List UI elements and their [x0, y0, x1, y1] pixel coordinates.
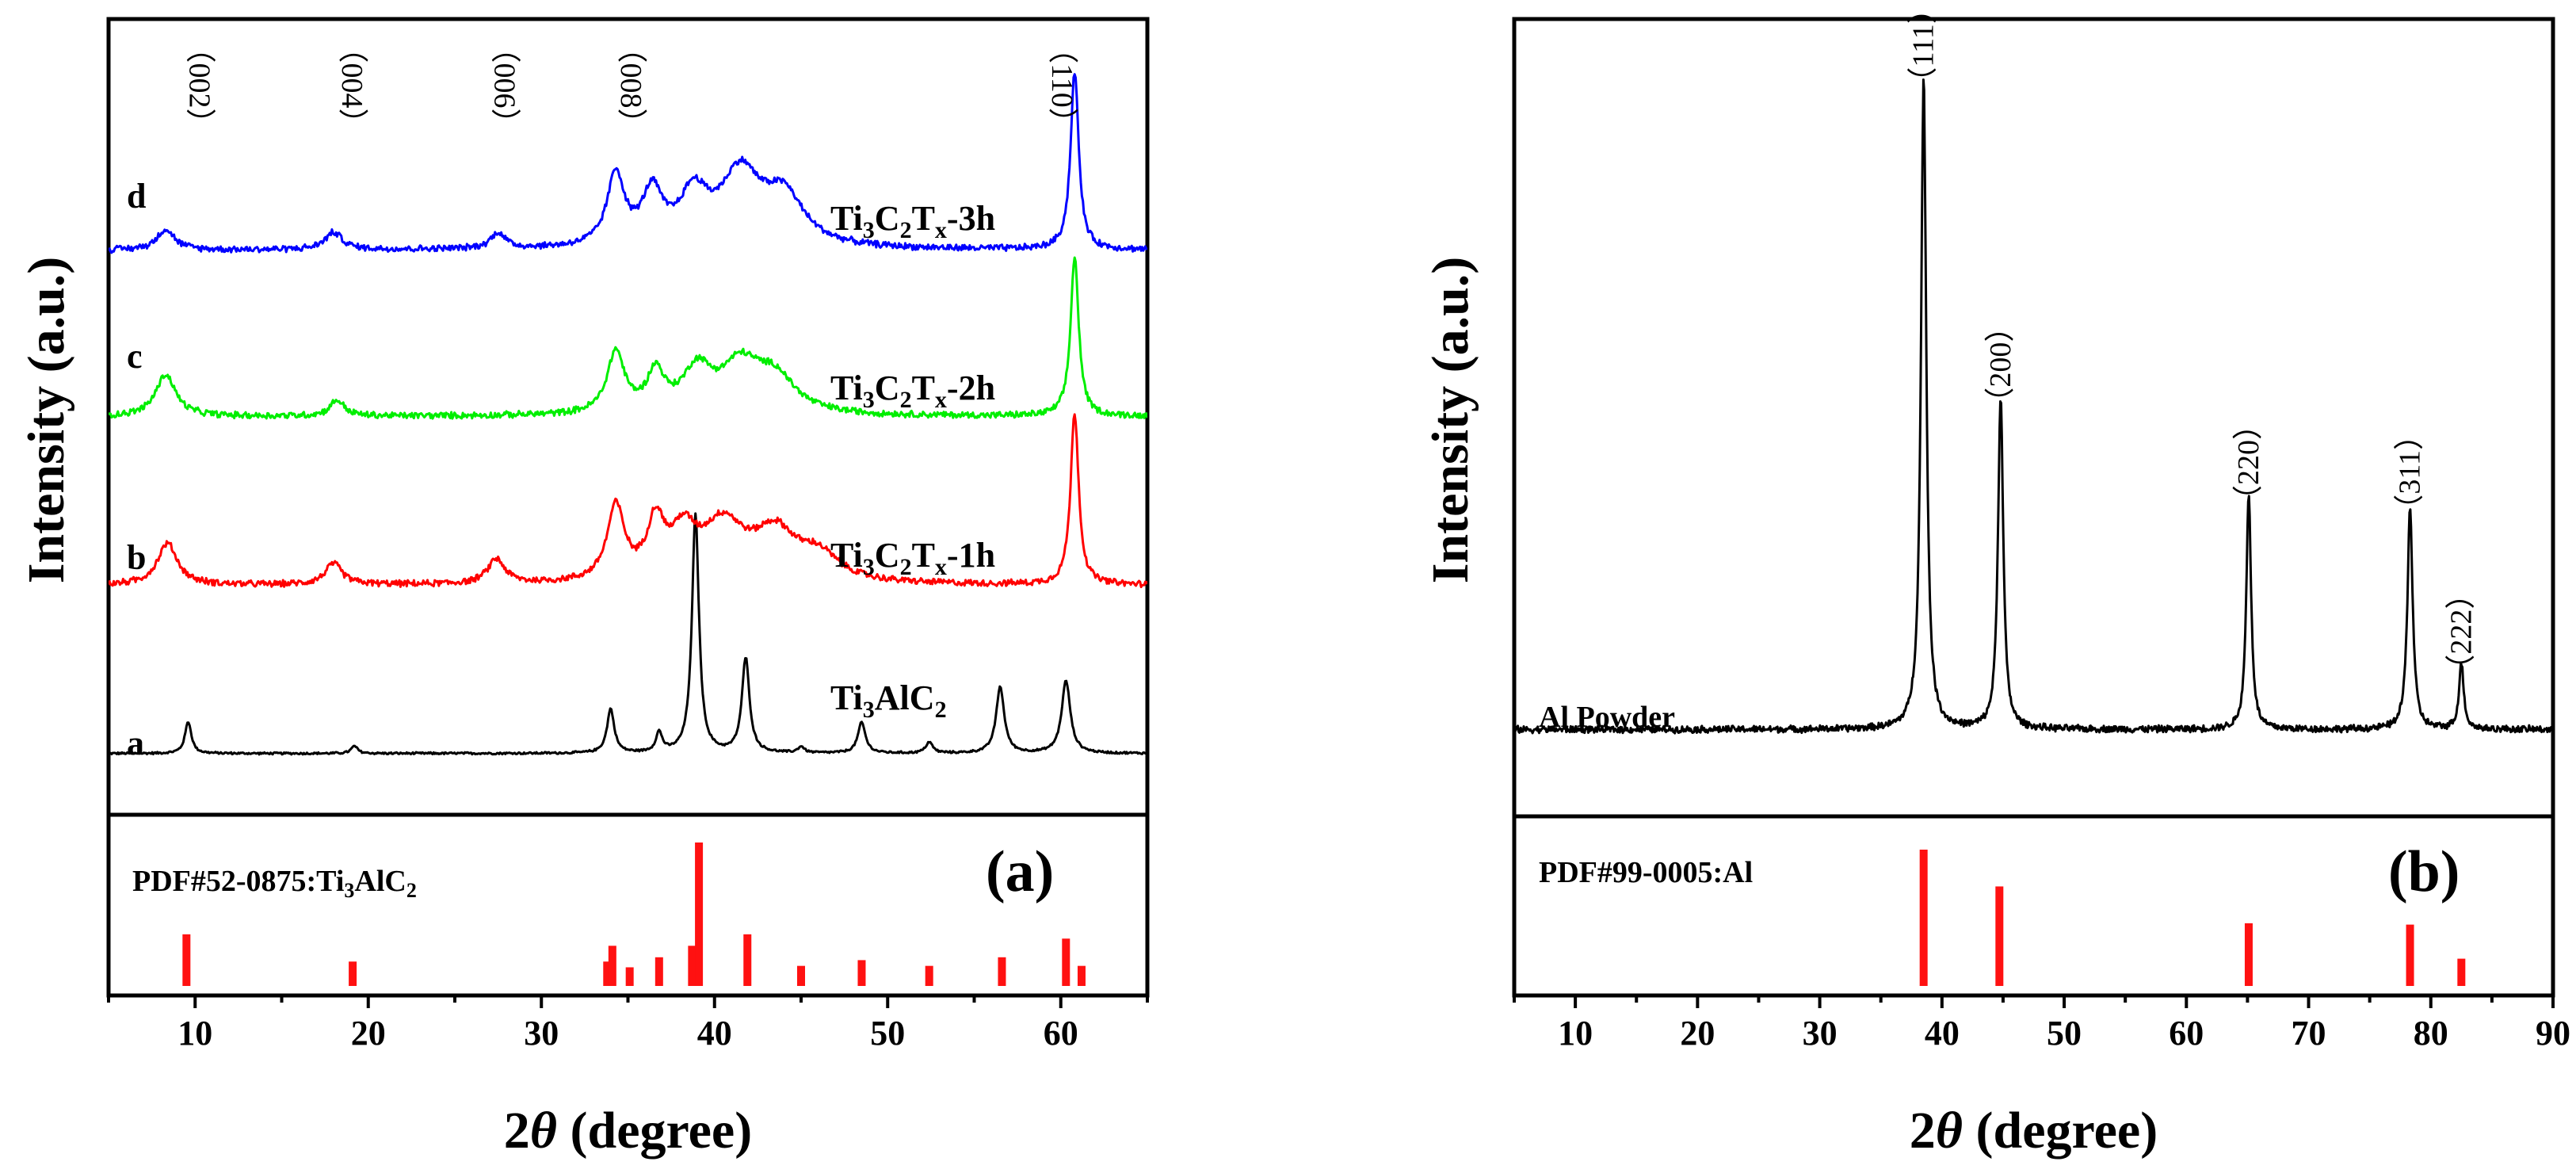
reference-bar	[797, 965, 805, 986]
reference-bar	[1995, 886, 2004, 986]
x-tick-label: 20	[1680, 1014, 1715, 1053]
series-label: Ti3C2Tx-2h	[830, 369, 995, 413]
curve-letter-c: c	[127, 337, 143, 376]
hkl-label: （002）	[183, 32, 216, 138]
series-curve-b	[109, 413, 1147, 589]
panel-a: a b c d Ti3C2Tx-3h Ti3C2Tx-2h Ti3C2Tx-1h Ti3AlC…	[17, 17, 1150, 1160]
reference-bar	[688, 946, 696, 986]
hkl-label: （220）	[2232, 410, 2265, 515]
series-label: Ti3AlC2	[830, 678, 947, 723]
x-tick-label: 50	[870, 1014, 905, 1053]
y-axis-title: Intensity (a.u.)	[17, 257, 75, 584]
panel-a-curves	[109, 73, 1147, 756]
reference-bar	[1919, 850, 1928, 986]
reference-label: PDF#52-0875:Ti3AlC2	[132, 865, 417, 902]
hkl-label: （006）	[487, 32, 521, 138]
reference-bar	[608, 946, 616, 986]
reference-bar	[998, 957, 1006, 986]
reference-bar	[743, 934, 752, 986]
series-label: Ti3C2Tx-1h	[830, 536, 995, 580]
y-axis-title: Intensity (a.u.)	[1422, 257, 1479, 584]
x-axis-title: 2θ (degree)	[1910, 1102, 2158, 1160]
x-tick-label: 10	[177, 1014, 212, 1053]
series-curve-al	[1514, 78, 2553, 735]
reference-bar	[857, 960, 866, 986]
panel-label-a: (a)	[986, 839, 1054, 904]
panel-b-curves	[1514, 78, 2553, 735]
x-tick-label: 10	[1558, 1014, 1593, 1053]
x-tick-label: 60	[1044, 1014, 1078, 1053]
x-tick-label: 30	[524, 1014, 559, 1053]
x-tick-label: 70	[2292, 1014, 2326, 1053]
reference-bar	[925, 965, 933, 986]
hkl-label: （004）	[335, 32, 368, 138]
reference-bar	[654, 957, 663, 986]
x-tick-label: 90	[2536, 1014, 2570, 1053]
panel-b-frame	[1512, 17, 2555, 998]
x-tick-label: 50	[2047, 1014, 2082, 1053]
series-curve-a	[109, 512, 1147, 756]
reference-bar	[1077, 965, 1086, 986]
series-label: Ti3C2Tx-3h	[830, 199, 995, 243]
hkl-label: （222）	[2444, 579, 2478, 685]
x-tick-label: 20	[351, 1014, 386, 1053]
x-tick-label: 40	[1925, 1014, 1960, 1053]
reference-bar	[625, 967, 634, 986]
hkl-label: （008）	[614, 32, 647, 138]
hkl-label: （110）	[1045, 33, 1078, 138]
reference-bar	[695, 842, 704, 986]
x-axis-title: 2θ (degree)	[504, 1102, 752, 1160]
reference-bar	[2457, 958, 2466, 986]
hkl-label: （311）	[2394, 420, 2427, 525]
reference-bar	[349, 961, 357, 986]
reference-label: PDF#99-0005:Al	[1539, 856, 1753, 889]
series-curve-d	[109, 73, 1147, 254]
x-tick-label: 80	[2414, 1014, 2448, 1053]
reference-bar	[1062, 938, 1070, 986]
reference-bar	[2244, 923, 2253, 986]
curve-letter-b: b	[127, 538, 146, 577]
x-tick-label: 30	[1803, 1014, 1838, 1053]
series-curve-c	[109, 256, 1147, 420]
reference-bar	[2406, 924, 2414, 986]
curve-letter-d: d	[127, 177, 146, 216]
curve-letter-a: a	[127, 724, 144, 762]
x-tick-label: 60	[2169, 1014, 2204, 1053]
panel-label-b: (b)	[2388, 839, 2460, 904]
reference-bar	[603, 961, 612, 986]
x-tick-label: 40	[697, 1014, 732, 1053]
hkl-label: （111）	[1907, 0, 1941, 97]
series-label-al: Al Powder	[1539, 701, 1675, 734]
panel-b: （111） （200） （220） （311） （222） Al Powder PDF#99…	[1422, 0, 2570, 1160]
reference-bar	[182, 934, 191, 986]
hkl-label: （200）	[1984, 312, 2017, 418]
